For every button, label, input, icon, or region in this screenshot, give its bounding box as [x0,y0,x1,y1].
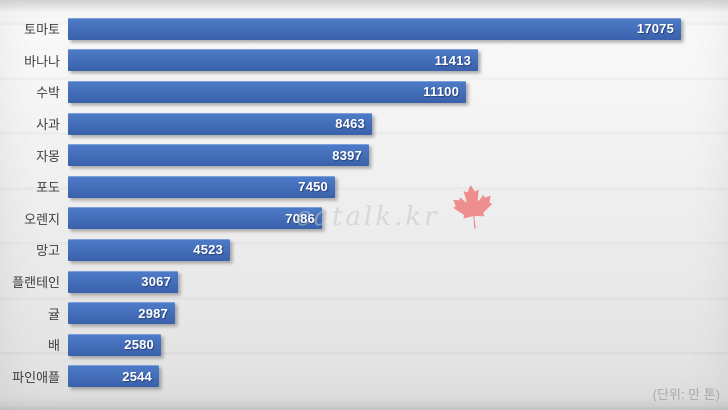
bar: 2987 [68,302,175,325]
bar: 17075 [68,17,681,40]
value-label: 11413 [434,52,471,68]
value-label: 2580 [124,337,154,353]
value-label: 7086 [285,210,315,226]
bar: 7450 [68,175,335,198]
value-label: 11100 [423,84,459,100]
category-label: 망고 [36,243,60,259]
category-label: 사과 [36,117,60,133]
bar: 8463 [68,112,372,135]
value-label: 8397 [332,147,362,163]
value-label: 17075 [636,21,674,37]
category-label: 오렌지 [24,211,60,227]
value-label: 2544 [122,368,152,384]
bar: 2580 [68,333,161,356]
bar-row: 파인애플 2544 [0,361,728,393]
value-label: 4523 [193,242,223,258]
category-label: 파인애플 [12,369,60,385]
category-label: 플랜테인 [12,275,60,291]
bar: 11413 [68,49,478,72]
bar-row: 배 2580 [0,329,728,361]
value-label: 3067 [141,274,171,290]
bar-row: 바나나 11413 [0,45,728,77]
bar: 11100 [68,80,466,103]
category-label: 배 [48,338,60,354]
bar-row: 자몽 8397 [0,139,728,171]
bar: 3067 [68,270,178,293]
value-label: 7450 [298,179,328,195]
bar-row: 사과 8463 [0,108,728,140]
category-label: 포도 [36,180,60,196]
value-label: 2987 [138,305,168,321]
bar: 8397 [68,144,369,167]
bar-row: 오렌지 7086 [0,203,728,235]
bar: 2544 [68,365,159,388]
category-label: 귤 [48,306,60,322]
bar-row: 귤 2987 [0,297,728,329]
category-label: 토마토 [24,22,60,38]
bar-row: 토마토 17075 [0,13,728,45]
bar-row: 수박 11100 [0,76,728,108]
bar-row: 포도 7450 [0,171,728,203]
bar: 4523 [68,238,230,261]
bar-row: 망고 4523 [0,234,728,266]
bar-row: 플랜테인 3067 [0,266,728,298]
category-label: 자몽 [36,148,60,164]
category-label: 수박 [36,85,60,101]
bar: 7086 [68,207,322,230]
value-label: 8463 [335,116,365,132]
category-label: 바나나 [24,53,60,69]
bar-rows-container: 토마토 17075 바나나 11413 수박 11100 사과 8463 자몽 8397 포도 745… [0,13,728,392]
unit-note: (단위: 만 톤) [652,387,720,402]
